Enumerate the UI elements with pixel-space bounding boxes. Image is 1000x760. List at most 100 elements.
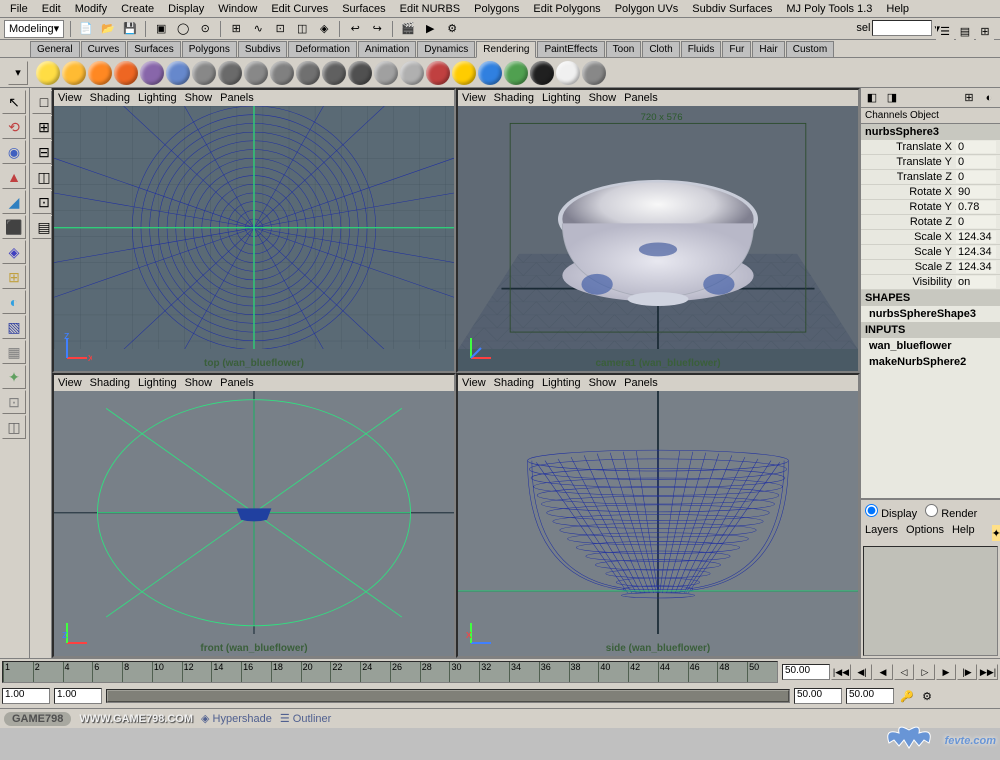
channel-value[interactable]: 124.34: [956, 231, 996, 243]
help-menu[interactable]: Help: [952, 524, 975, 542]
tool-7[interactable]: ⊞: [2, 265, 26, 289]
menu-display[interactable]: Display: [162, 2, 210, 16]
channel-row[interactable]: Translate X0: [861, 140, 1000, 155]
display-radio[interactable]: Display: [865, 504, 917, 520]
shelf-button-16[interactable]: [452, 61, 476, 85]
shelf-button-8[interactable]: [244, 61, 268, 85]
range-end-input[interactable]: 50.00: [846, 688, 894, 704]
selection-input[interactable]: [872, 20, 932, 36]
snap-curve-icon[interactable]: ∿: [249, 20, 267, 38]
shelf-tab-dynamics[interactable]: Dynamics: [417, 41, 475, 57]
step-back-icon[interactable]: ◀|: [852, 664, 872, 680]
vp-menu-show[interactable]: Show: [589, 377, 617, 389]
menu-subdiv[interactable]: Subdiv Surfaces: [686, 2, 778, 16]
channel-row[interactable]: Translate Z0: [861, 170, 1000, 185]
viewport-camera[interactable]: View Shading Lighting Show Panels: [456, 88, 860, 373]
shelf-button-0[interactable]: [36, 61, 60, 85]
prev-key-icon[interactable]: ◀: [873, 664, 893, 680]
snap-plane-icon[interactable]: ◫: [293, 20, 311, 38]
shelf-tab-deformation[interactable]: Deformation: [288, 41, 356, 57]
channel-value[interactable]: 0: [956, 171, 996, 183]
anim-start-input[interactable]: 1.00: [54, 688, 102, 704]
shelf-button-6[interactable]: [192, 61, 216, 85]
menu-edit-polygons[interactable]: Edit Polygons: [527, 2, 606, 16]
layout-icon-2[interactable]: ▤: [956, 22, 974, 40]
shelf-button-9[interactable]: [270, 61, 294, 85]
new-scene-icon[interactable]: 📄: [77, 20, 95, 38]
tool-5[interactable]: ⬛: [2, 215, 26, 239]
channel-row[interactable]: Scale X124.34: [861, 230, 1000, 245]
layout-icon-3[interactable]: ⊞: [976, 22, 994, 40]
shelf-button-19[interactable]: [530, 61, 554, 85]
shelf-tab-cloth[interactable]: Cloth: [642, 41, 679, 57]
shelf-tab-toon[interactable]: Toon: [606, 41, 642, 57]
menu-edit[interactable]: Edit: [36, 2, 67, 16]
layers-menu[interactable]: Layers: [865, 524, 898, 542]
history-off-icon[interactable]: ↪: [368, 20, 386, 38]
snap-live-icon[interactable]: ◈: [315, 20, 333, 38]
vp-menu-panels[interactable]: Panels: [220, 92, 254, 104]
layout-icon-1[interactable]: ☰: [936, 22, 954, 40]
shelf-button-14[interactable]: [400, 61, 424, 85]
hypershade-link[interactable]: ◈ Hypershade: [201, 712, 272, 725]
select-icon[interactable]: ▣: [152, 20, 170, 38]
shelf-button-12[interactable]: [348, 61, 372, 85]
vp-menu-shading[interactable]: Shading: [494, 377, 534, 389]
fast-fwd-icon[interactable]: ▶▶|: [978, 664, 998, 680]
snap-point-icon[interactable]: ⊡: [271, 20, 289, 38]
tool-6[interactable]: ◈: [2, 240, 26, 264]
shelf-tab-hair[interactable]: Hair: [752, 41, 784, 57]
menu-polygons[interactable]: Polygons: [468, 2, 525, 16]
layer-list[interactable]: [863, 546, 998, 656]
object-name[interactable]: nurbsSphere3: [861, 124, 1000, 140]
rp-icon-4[interactable]: ◐: [980, 89, 998, 107]
viewport-side[interactable]: View Shading Lighting Show Panels: [456, 373, 860, 658]
shelf-button-11[interactable]: [322, 61, 346, 85]
menu-surfaces[interactable]: Surfaces: [336, 2, 391, 16]
shelf-button-2[interactable]: [88, 61, 112, 85]
vp-menu-show[interactable]: Show: [185, 92, 213, 104]
menu-help[interactable]: Help: [880, 2, 915, 16]
menu-mj-poly[interactable]: MJ Poly Tools 1.3: [780, 2, 878, 16]
history-icon[interactable]: ↩: [346, 20, 364, 38]
new-layer-icon[interactable]: ✦: [991, 524, 1000, 542]
shape-name[interactable]: nurbsSphereShape3: [861, 306, 1000, 322]
menu-edit-nurbs[interactable]: Edit NURBS: [394, 2, 467, 16]
mode-selector[interactable]: Modeling ▾: [4, 20, 64, 38]
tool-0[interactable]: ↖: [2, 90, 26, 114]
shelf-tab-rendering[interactable]: Rendering: [476, 41, 536, 58]
shelf-tab-polygons[interactable]: Polygons: [182, 41, 237, 57]
rewind-icon[interactable]: |◀◀: [831, 664, 851, 680]
channel-row[interactable]: Translate Y0: [861, 155, 1000, 170]
viewport-front[interactable]: View Shading Lighting Show Panels: [52, 373, 456, 658]
menu-edit-curves[interactable]: Edit Curves: [265, 2, 334, 16]
channel-value[interactable]: 0: [956, 216, 996, 228]
render-icon[interactable]: 🎬: [399, 20, 417, 38]
play-fwd-icon[interactable]: ▷: [915, 664, 935, 680]
tool-10[interactable]: ▦: [2, 340, 26, 364]
shelf-button-7[interactable]: [218, 61, 242, 85]
range-slider[interactable]: [106, 689, 790, 703]
step-fwd-icon[interactable]: |▶: [957, 664, 977, 680]
rp-icon-1[interactable]: ◧: [863, 89, 881, 107]
shelf-button-4[interactable]: [140, 61, 164, 85]
vp-menu-panels[interactable]: Panels: [624, 377, 658, 389]
next-key-icon[interactable]: ▶: [936, 664, 956, 680]
options-menu[interactable]: Options: [906, 524, 944, 542]
tool-4[interactable]: ◢: [2, 190, 26, 214]
menu-modify[interactable]: Modify: [69, 2, 113, 16]
channel-value[interactable]: 124.34: [956, 261, 996, 273]
render-globals-icon[interactable]: ⚙: [443, 20, 461, 38]
channel-row[interactable]: Scale Z124.34: [861, 260, 1000, 275]
vp-menu-view[interactable]: View: [58, 377, 82, 389]
shelf-tab-fluids[interactable]: Fluids: [681, 41, 722, 57]
channel-value[interactable]: 0: [956, 141, 996, 153]
shelf-button-21[interactable]: [582, 61, 606, 85]
autokey-icon[interactable]: 🔑: [898, 687, 916, 705]
vp-menu-lighting[interactable]: Lighting: [542, 377, 581, 389]
snap-grid-icon[interactable]: ⊞: [227, 20, 245, 38]
time-slider[interactable]: 1246810121416182022242628303234363840424…: [2, 661, 778, 683]
tool-11[interactable]: ✦: [2, 365, 26, 389]
viewport-top[interactable]: View Shading Lighting Show Panels: [52, 88, 456, 373]
shelf-button-1[interactable]: [62, 61, 86, 85]
